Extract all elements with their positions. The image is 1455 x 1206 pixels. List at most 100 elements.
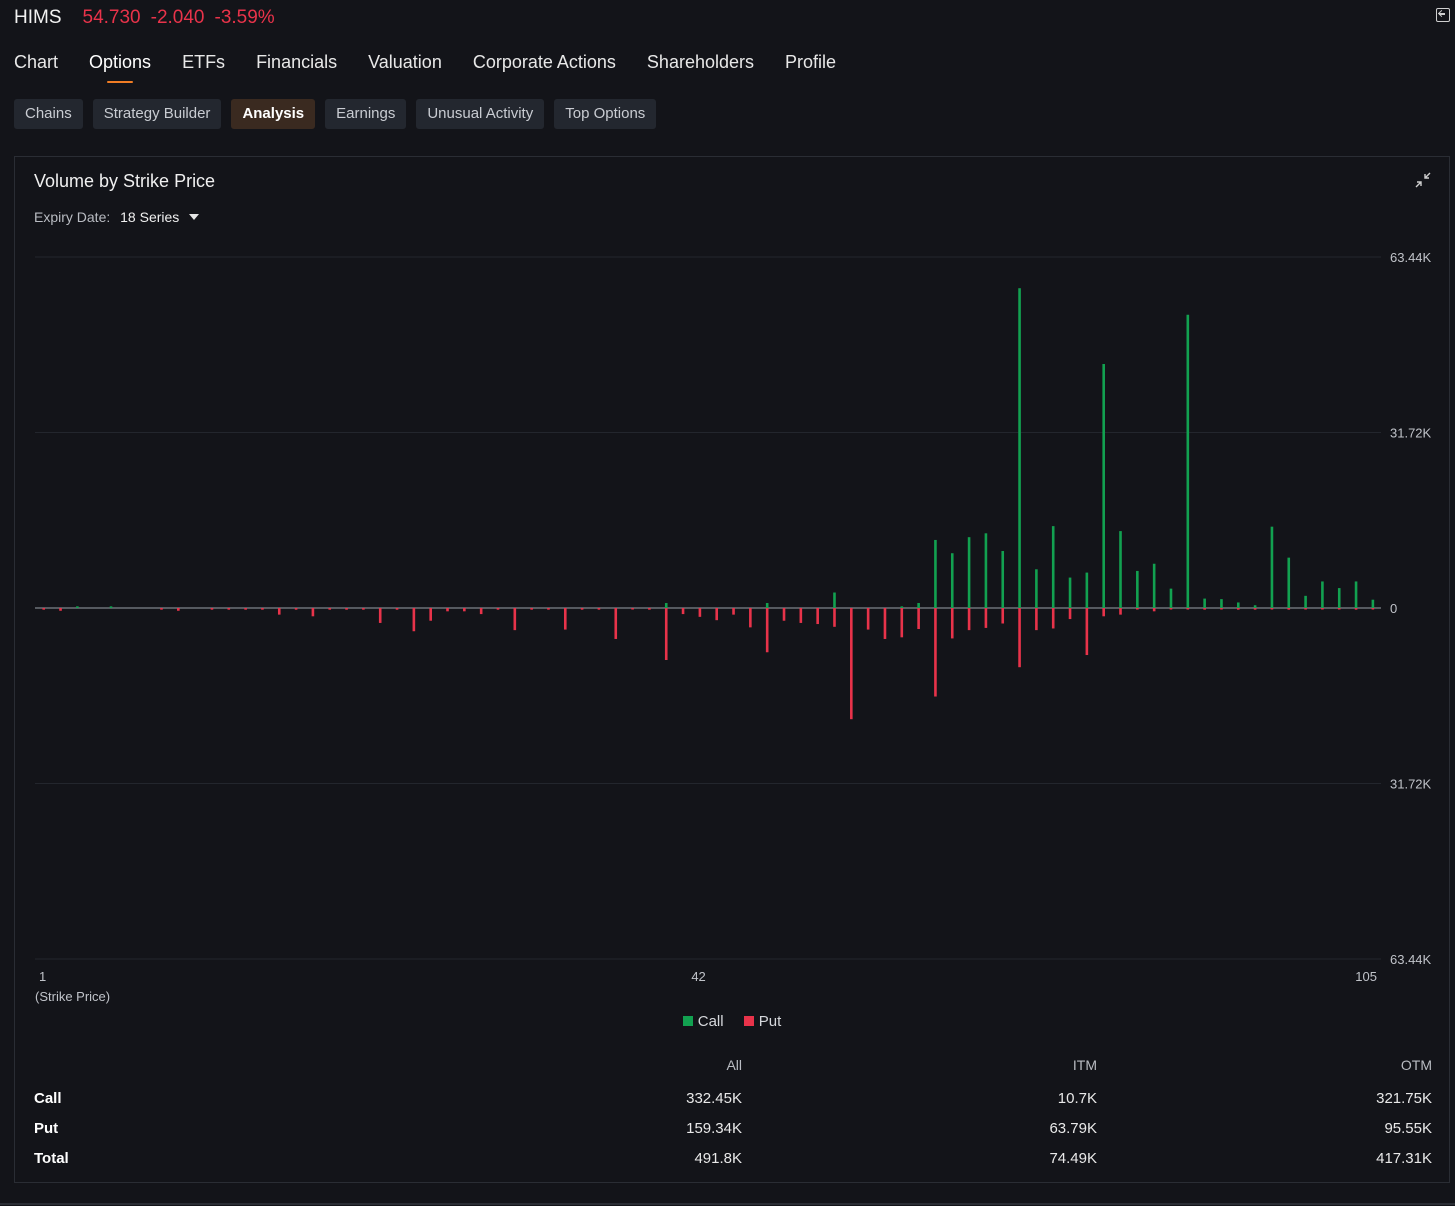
ticker-symbol: HIMS — [14, 7, 62, 28]
put-bar — [782, 608, 786, 621]
put-bar — [395, 608, 399, 610]
put-bar — [378, 608, 382, 623]
call-bar — [1321, 581, 1324, 608]
call-bar — [1136, 570, 1139, 608]
put-bar — [547, 608, 550, 610]
tab-etfs[interactable]: ETFs — [182, 52, 226, 72]
call-bar — [833, 592, 836, 608]
put-bar — [1186, 608, 1190, 610]
call-bar — [1018, 288, 1021, 608]
put-bar — [277, 608, 281, 615]
put-bar — [1169, 608, 1173, 610]
call-bar — [1287, 557, 1291, 608]
ticker-header: HIMS 54.730 -2.040 -3.59% — [14, 6, 285, 30]
put-bar — [1203, 608, 1206, 610]
call-bar — [1253, 605, 1257, 608]
tab-chart[interactable]: Chart — [14, 52, 59, 72]
put-bar — [1068, 608, 1072, 620]
row-label: Put — [34, 1120, 59, 1137]
tab-financials[interactable]: Financials — [256, 52, 338, 72]
put-bar — [1287, 608, 1291, 610]
subtab-top-options[interactable]: Top Options — [554, 99, 657, 129]
put-bar — [1371, 608, 1375, 610]
put-bar — [1253, 608, 1257, 610]
expiry-value[interactable]: 18 Series — [120, 209, 180, 225]
tab-options[interactable]: Options — [89, 52, 151, 81]
put-bar — [799, 608, 803, 623]
summary-header-row: All ITM OTM — [34, 1057, 1432, 1090]
call-bar — [765, 603, 769, 608]
exit-icon[interactable] — [1436, 8, 1450, 22]
subtab-analysis[interactable]: Analysis — [231, 99, 316, 129]
tab-corporate-actions[interactable]: Corporate Actions — [472, 52, 616, 72]
call-bar — [967, 537, 971, 608]
put-bar — [210, 608, 214, 610]
header-itm: ITM — [1072, 1057, 1097, 1073]
x-tick-label: 42 — [691, 969, 705, 984]
put-bar — [160, 608, 163, 610]
call-bar — [109, 606, 113, 608]
put-bar — [1337, 608, 1341, 610]
put-bar — [42, 608, 46, 610]
put-bar — [1085, 608, 1089, 656]
put-bar — [59, 608, 62, 611]
put-bar — [227, 608, 231, 610]
put-bar — [715, 608, 719, 621]
header-otm: OTM — [1400, 1057, 1432, 1073]
put-bar — [648, 608, 651, 610]
put-bar — [580, 608, 584, 610]
put-bar — [513, 608, 517, 631]
put-bar — [866, 608, 870, 630]
cell-itm: 63.79K — [1049, 1120, 1097, 1137]
legend-put[interactable]: Put — [743, 1013, 781, 1030]
put-bar — [177, 608, 180, 611]
cell-itm: 74.49K — [1049, 1150, 1097, 1167]
put-bar — [883, 608, 887, 639]
collapse-icon[interactable] — [1415, 172, 1431, 188]
put-bar — [496, 608, 500, 610]
volume-panel: Volume by Strike Price Expiry Date: 18 S… — [14, 156, 1450, 1183]
call-bar — [1371, 599, 1375, 608]
tab-profile[interactable]: Profile — [785, 52, 837, 72]
put-bar — [479, 608, 483, 615]
put-bar — [967, 608, 971, 631]
subtab-unusual-activity[interactable]: Unusual Activity — [416, 99, 545, 129]
subtab-chains[interactable]: Chains — [14, 99, 83, 129]
subtab-earnings[interactable]: Earnings — [325, 99, 407, 129]
y-tick-label: 0 — [1390, 601, 1397, 616]
put-bar — [1001, 608, 1005, 624]
expiry-selector[interactable]: Expiry Date: 18 Series — [34, 209, 200, 225]
call-bar — [934, 539, 937, 608]
ticker-price: 54.730 — [82, 7, 141, 28]
tab-valuation[interactable]: Valuation — [368, 52, 442, 72]
put-bar — [614, 608, 618, 639]
main-nav: Chart Options ETFs Financials Valuation … — [14, 52, 867, 81]
put-bar — [362, 608, 365, 610]
call-bar — [900, 606, 904, 608]
call-bar — [1203, 598, 1206, 608]
put-bar — [631, 608, 634, 610]
y-tick-label: 31.72K — [1390, 777, 1432, 792]
expiry-label: Expiry Date: — [34, 209, 111, 225]
call-bar — [1001, 551, 1005, 608]
chevron-down-icon — [189, 214, 200, 220]
legend-call[interactable]: Call — [682, 1013, 724, 1030]
call-swatch — [682, 1016, 693, 1026]
put-bar — [1270, 608, 1274, 610]
y-tick-label: 63.44K — [1390, 250, 1432, 265]
put-bar — [984, 608, 988, 628]
summary-row-call: Call 332.45K 10.7K 321.75K — [34, 1090, 1432, 1120]
call-bar — [950, 553, 954, 608]
put-bar — [294, 608, 298, 610]
call-bar — [1270, 526, 1274, 608]
put-bar — [429, 608, 432, 621]
subtab-strategy-builder[interactable]: Strategy Builder — [92, 99, 222, 129]
row-label: Total — [34, 1150, 69, 1167]
put-bar — [917, 608, 920, 630]
put-bar — [1102, 608, 1105, 617]
call-bar — [917, 603, 920, 608]
tab-shareholders[interactable]: Shareholders — [646, 52, 754, 72]
call-bar — [1035, 569, 1038, 608]
call-bar — [1236, 602, 1240, 608]
put-bar — [345, 608, 348, 610]
